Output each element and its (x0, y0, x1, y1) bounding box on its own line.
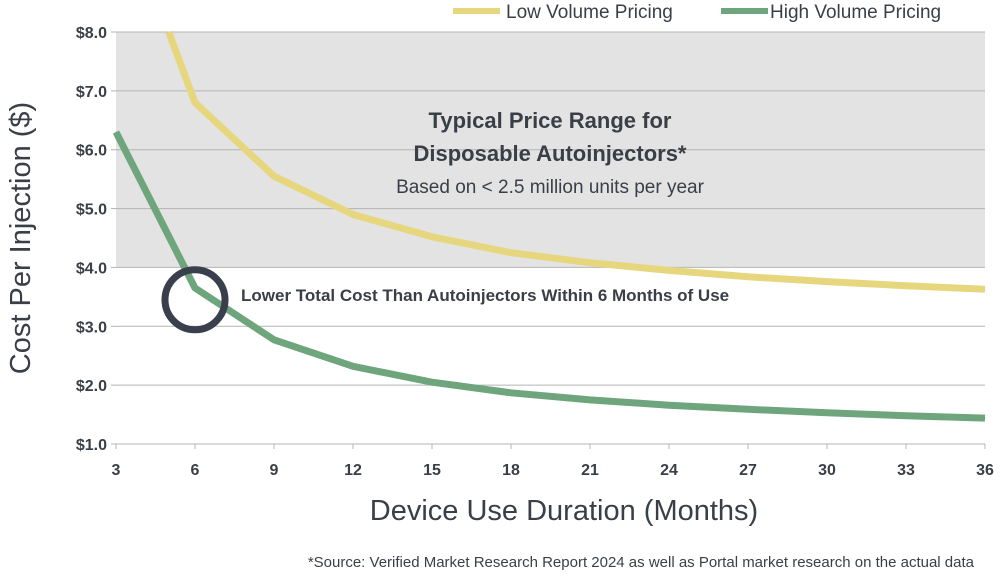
data-point-high-volume (194, 287, 196, 289)
data-point-low-volume (431, 236, 433, 238)
x-tick-label: 3 (112, 462, 121, 479)
data-point-high-volume (352, 365, 354, 367)
data-point-low-volume (352, 213, 354, 215)
series-lines (112, 30, 986, 422)
data-point-low-volume (668, 269, 670, 271)
data-point-high-volume (747, 408, 749, 410)
data-point-low-volume (826, 281, 828, 283)
y-tick-label: $5.0 (76, 202, 107, 219)
callout-text: Lower Total Cost Than Autoinjectors With… (241, 286, 729, 305)
data-point-low-volume (194, 102, 196, 104)
data-point-high-volume (431, 381, 433, 383)
data-point-high-volume (984, 417, 986, 419)
y-axis-title: Cost Per Injection ($) (5, 102, 37, 374)
x-tick-label: 12 (344, 462, 362, 479)
legend-label-high-volume: High Volume Pricing (770, 2, 941, 23)
x-tick-label: 15 (423, 462, 441, 479)
y-tick-label: $7.0 (76, 84, 107, 101)
x-tick-label: 18 (502, 462, 520, 479)
legend-label-low-volume: Low Volume Pricing (506, 2, 673, 23)
x-axis-ticks: 3 6 9 12 15 18 21 24 27 30 33 36 (112, 444, 994, 479)
x-tick-label: 24 (660, 462, 678, 479)
y-tick-label: $8.0 (76, 25, 107, 42)
data-point-low-volume (273, 175, 275, 177)
gridlines (116, 31, 985, 445)
y-tick-label: $3.0 (76, 319, 107, 336)
x-tick-label: 33 (897, 462, 915, 479)
x-tick-label: 36 (976, 462, 994, 479)
x-tick-label: 6 (191, 462, 200, 479)
data-point-high-volume (905, 415, 907, 417)
data-point-low-volume (747, 276, 749, 278)
y-axis-ticks: $1.0 $2.0 $3.0 $4.0 $5.0 $6.0 $7.0 $8.0 (76, 25, 116, 454)
data-point-low-volume (589, 262, 591, 264)
y-tick-label: $2.0 (76, 378, 107, 395)
series-line-low-volume (165, 30, 986, 293)
data-point-high-volume (115, 131, 117, 133)
range-title-line1: Typical Price Range for (429, 108, 672, 133)
y-tick-label: $1.0 (76, 437, 107, 454)
x-tick-label: 30 (818, 462, 836, 479)
data-point-high-volume (589, 399, 591, 401)
data-point-high-volume (510, 392, 512, 394)
range-title-line2: Disposable Autoinjectors* (413, 141, 686, 166)
range-subtitle: Based on < 2.5 million units per year (396, 177, 705, 198)
data-point-high-volume (668, 404, 670, 406)
data-point-low-volume (510, 252, 512, 254)
callout-circle (161, 266, 229, 334)
data-point-low-volume (984, 288, 986, 290)
x-tick-label: 9 (270, 462, 279, 479)
y-tick-label: $4.0 (76, 260, 107, 277)
data-point-low-volume (905, 285, 907, 287)
x-axis-title: Device Use Duration (Months) (370, 495, 758, 527)
data-point-high-volume (826, 412, 828, 414)
data-point-high-volume (273, 339, 275, 341)
y-tick-label: $6.0 (76, 143, 107, 160)
series-line-high-volume (112, 130, 986, 422)
x-tick-label: 27 (739, 462, 757, 479)
source-footnote: *Source: Verified Market Research Report… (308, 554, 975, 571)
data-point-low-volume (168, 31, 170, 33)
x-tick-label: 21 (581, 462, 599, 479)
